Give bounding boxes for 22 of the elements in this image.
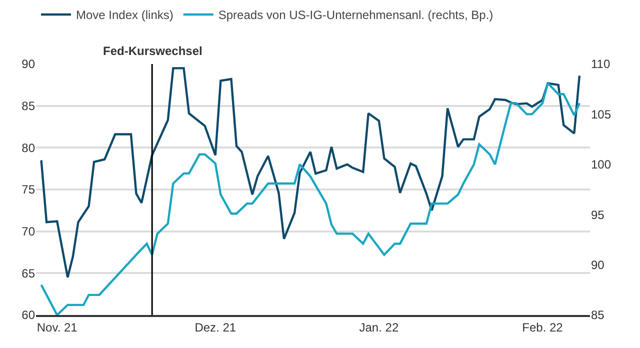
x-tick-label: Jan. 22: [359, 320, 399, 334]
y2-tick-label: 90: [591, 258, 605, 272]
y2-tick-label: 85: [591, 308, 605, 322]
y2-tick-label: 105: [591, 107, 612, 122]
y2-tick-label: 100: [591, 158, 612, 172]
y-tick-label: 70: [22, 224, 36, 239]
y2-tick-label: 110: [591, 57, 610, 72]
x-tick-label: Feb. 22: [522, 320, 564, 334]
x-tick-label: Dez. 21: [194, 320, 236, 334]
y-tick-label: 60: [22, 308, 36, 322]
line-series: [40, 67, 581, 278]
line-series: [40, 82, 581, 315]
y2-tick-label: 95: [591, 208, 605, 222]
x-tick-label: Nov. 21: [36, 320, 78, 334]
ref-line-label: Fed-Kurswechsel: [103, 44, 202, 58]
y-tick-label: 65: [22, 266, 36, 280]
y-tick-label: 75: [22, 182, 36, 197]
y-tick-label: 80: [22, 140, 36, 155]
legend-label: Spreads von US-IG-Unternehmensanl. (rechts, Bp.): [218, 8, 494, 22]
legend-label: Move Index (links): [76, 8, 174, 22]
y-tick-label: 85: [22, 99, 36, 114]
y-tick-label: 90: [22, 57, 36, 72]
